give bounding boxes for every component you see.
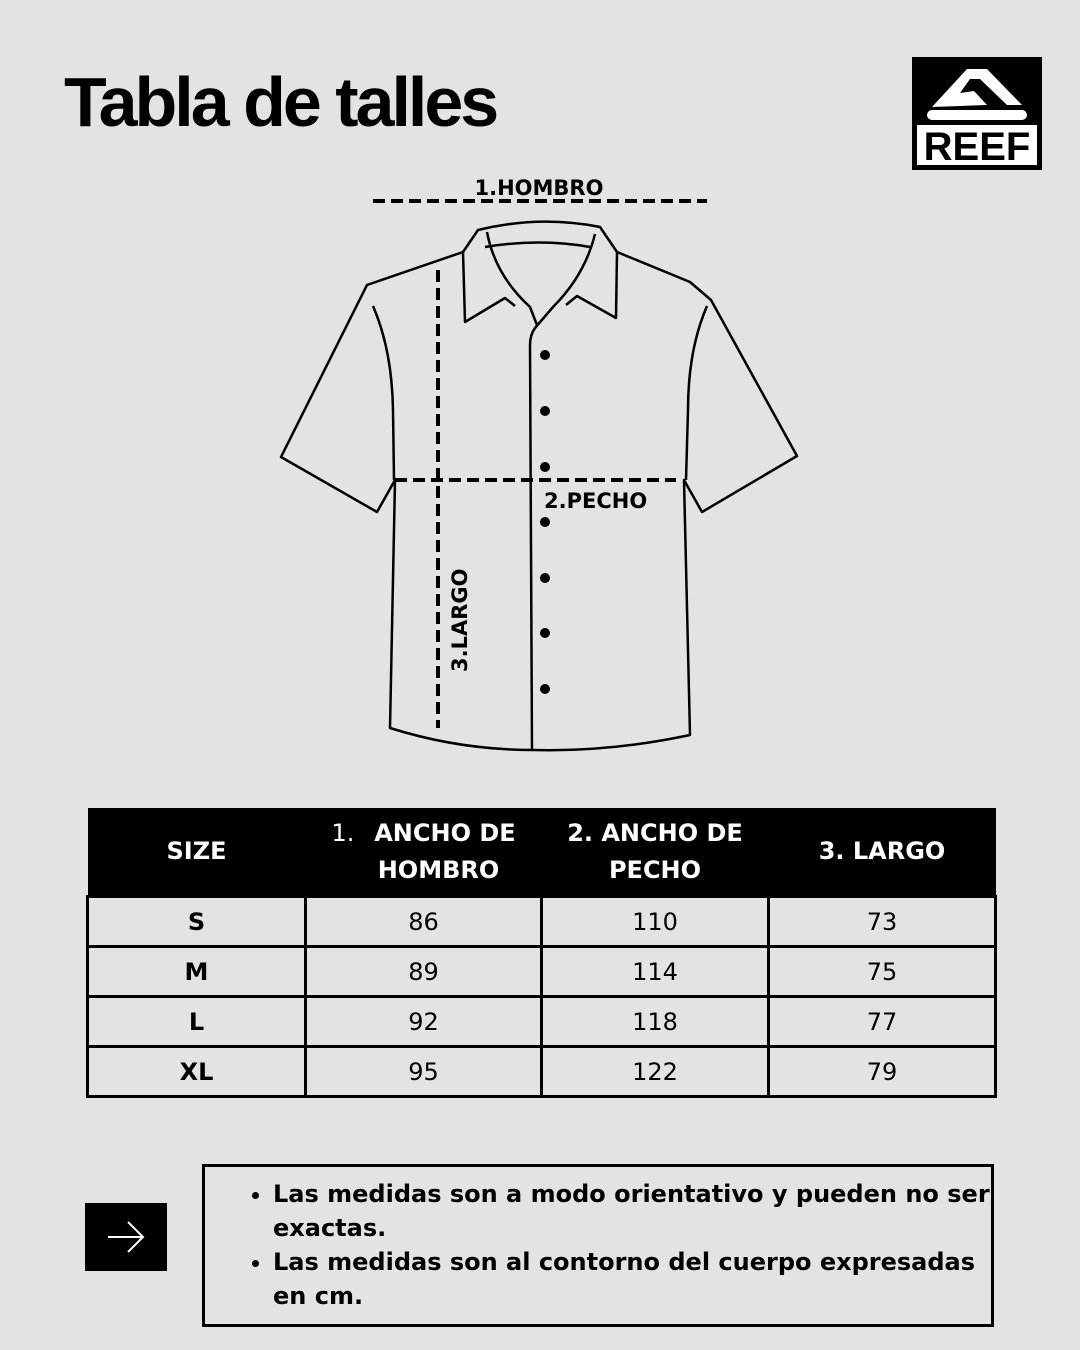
shirt-diagram: 1.HOMBRO 2.PECHO 3.LARGO	[279, 176, 799, 752]
shoulder-cell: 86	[304, 895, 543, 948]
reef-logo: REEF	[912, 57, 1042, 170]
table-header-row: SIZE 1. ANCHO DE HOMBRO 2. ANCHO DE PECHO…	[87, 808, 996, 897]
header-shoulder: 1. ANCHO DE HOMBRO	[305, 808, 542, 897]
shoulder-cell: 95	[304, 1045, 543, 1098]
table-row: L 92 118 77	[86, 995, 997, 1048]
page-title: Tabla de talles	[64, 63, 499, 141]
header-size: SIZE	[87, 808, 306, 897]
size-cell: S	[86, 895, 307, 948]
notes-box: Las medidas son a modo orientativo y pue…	[202, 1164, 994, 1327]
buttons	[540, 350, 550, 694]
length-cell: 77	[767, 995, 997, 1048]
size-table: SIZE 1. ANCHO DE HOMBRO 2. ANCHO DE PECHO…	[86, 808, 997, 1098]
table-row: M 89 114 75	[86, 945, 997, 998]
chest-label: 2.PECHO	[544, 489, 647, 513]
length-cell: 79	[767, 1045, 997, 1098]
header-chest: 2. ANCHO DE PECHO	[541, 808, 769, 897]
size-cell: M	[86, 945, 307, 998]
chest-cell: 110	[540, 895, 770, 948]
table-row: S 86 110 73	[86, 895, 997, 948]
chest-cell: 122	[540, 1045, 770, 1098]
size-cell: L	[86, 995, 307, 1048]
size-cell: XL	[86, 1045, 307, 1098]
svg-text:REEF: REEF	[924, 125, 1031, 169]
table-row: XL 95 122 79	[86, 1045, 997, 1098]
arrow-right-icon	[108, 1221, 145, 1253]
shoulder-label: 1.HOMBRO	[475, 176, 604, 200]
shoulder-cell: 92	[304, 995, 543, 1048]
note-item: Las medidas son al contorno del cuerpo e…	[273, 1245, 991, 1313]
length-label: 3.LARGO	[448, 569, 472, 672]
length-cell: 73	[767, 895, 997, 948]
header-length: 3. LARGO	[768, 808, 996, 897]
chest-cell: 114	[540, 945, 770, 998]
shirt-outline	[279, 220, 799, 752]
note-item: Las medidas son a modo orientativo y pue…	[273, 1177, 991, 1245]
length-cell: 75	[767, 945, 997, 998]
arrow-button	[85, 1203, 167, 1271]
shoulder-cell: 89	[304, 945, 543, 998]
chest-cell: 118	[540, 995, 770, 1048]
